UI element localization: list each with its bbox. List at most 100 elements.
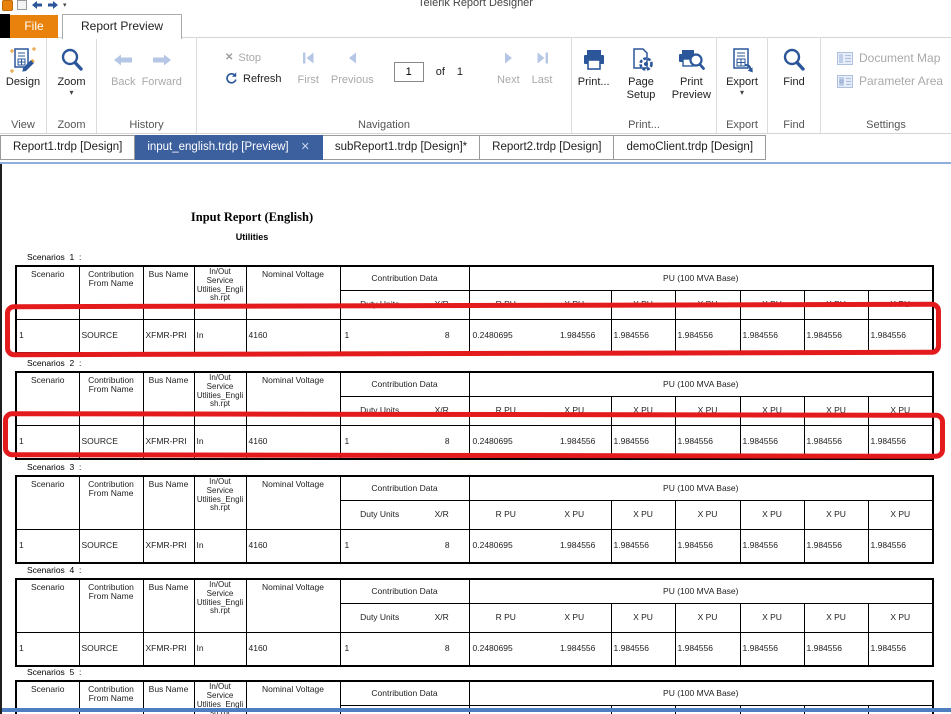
back-arrow-icon — [112, 44, 134, 76]
group-label-navigation: Navigation — [358, 119, 410, 131]
doc-tab-label: subReport1.trdp [Design]* — [334, 141, 468, 153]
report-subtitle: Utilities — [235, 232, 269, 242]
ribbon-group-find: Find Find — [768, 38, 821, 133]
col-header-pu-group: PU (100 MVA Base) — [468, 371, 934, 397]
cell-x-pu: 1.984556 — [610, 631, 676, 667]
col-header-contribution-data: Contribution Data — [339, 578, 470, 604]
col-header-bus-name: Bus Name — [142, 371, 195, 426]
cell-duty-xr: 1 8 — [339, 318, 470, 354]
printer-icon — [581, 44, 607, 76]
qat-dropdown-icon[interactable]: ▾ — [63, 2, 67, 9]
save-icon[interactable] — [17, 0, 27, 10]
cell-r-pu: 0.2480695 — [472, 436, 513, 447]
col-header-x-pu: X PU — [867, 602, 934, 633]
cell-x-pu: 1.984556 — [610, 424, 676, 460]
find-button[interactable]: Find — [769, 38, 819, 133]
cell-x-pu: 1.984556 — [803, 631, 869, 667]
parameter-area-toggle[interactable]: Parameter Area — [837, 71, 951, 91]
previous-button[interactable]: Previous — [331, 38, 374, 133]
cell-x-pu: 1.984556 — [867, 528, 934, 564]
doc-tab-label: Report2.trdp [Design] — [492, 141, 602, 153]
scenario-section: Scenarios 4 : Scenario Contribution From… — [2, 565, 951, 668]
cell-xr: 8 — [444, 540, 450, 551]
cell-x-pu: 1.984556 — [610, 318, 676, 354]
doc-tab-report1[interactable]: Report1.trdp [Design] — [0, 135, 136, 160]
col-header-x-pu: X PU — [739, 602, 805, 633]
cell-x-pu: 1.984556 — [674, 318, 741, 354]
col-header-contribution-from: Contribution From Name — [78, 475, 144, 530]
col-header-x-pu: X PU — [674, 499, 741, 530]
col-header-x-pu: X PU — [564, 298, 585, 309]
next-button-label: Next — [497, 74, 520, 86]
cell-duty-units: 1 — [344, 540, 350, 551]
col-header-in-out-service: In/Out Service Utlities_Engli sh.rpt — [193, 475, 247, 530]
col-header-rpu-xpu: R PU X PU — [468, 395, 612, 426]
page-number-input[interactable] — [393, 62, 424, 82]
cell-x-pu: 1.984556 — [739, 318, 805, 354]
close-tab-icon[interactable]: ✕ — [300, 141, 310, 153]
col-header-bus-name: Bus Name — [142, 578, 195, 633]
print-preview-button-label: Print Preview — [671, 76, 711, 101]
print-preview-button[interactable]: Print Preview — [667, 38, 716, 133]
col-header-contribution-data: Contribution Data — [339, 265, 470, 291]
col-header-pu-group: PU (100 MVA Base) — [468, 578, 934, 604]
print-button[interactable]: Print... — [572, 38, 615, 133]
file-tab[interactable]: File — [10, 15, 58, 38]
first-button[interactable]: First — [298, 38, 319, 133]
cell-xr: 8 — [444, 643, 450, 654]
find-icon — [781, 44, 807, 76]
col-header-x-pu: X PU — [564, 508, 585, 519]
ribbon-group-settings: Document Map Parameter Area Settings — [821, 38, 951, 133]
col-header-r-pu: R PU — [495, 611, 516, 622]
last-button[interactable]: Last — [531, 38, 553, 133]
col-header-contribution-data: Contribution Data — [339, 371, 470, 397]
col-header-nominal-voltage: Nominal Voltage — [245, 475, 341, 530]
col-header-x-pu: X PU — [867, 499, 934, 530]
group-label-history: History — [129, 119, 164, 131]
cell-x-pu: 1.984556 — [739, 631, 805, 667]
stop-icon: ✕ — [225, 52, 234, 63]
col-header-x-pu: X PU — [803, 602, 869, 633]
cell-x-pu: 1.984556 — [867, 424, 934, 460]
cell-rpu-xpu: 0.2480695 1.984556 — [468, 631, 612, 667]
cell-duty-units: 1 — [344, 330, 350, 341]
redo-icon[interactable] — [47, 0, 59, 10]
ribbon-group-zoom: Zoom ▾ Zoom — [47, 38, 97, 133]
print-preview-icon — [677, 44, 706, 76]
cell-r-pu: 0.2480695 — [472, 540, 513, 551]
doc-tab-democlient[interactable]: demoClient.trdp [Design] — [614, 135, 767, 160]
col-header-duty-xr: Duty Units X/R — [339, 289, 470, 320]
export-button[interactable]: Export ▾ — [717, 38, 767, 133]
red-annotation-rectangle-1 — [4, 301, 942, 358]
col-header-nominal-voltage: Nominal Voltage — [245, 578, 341, 633]
cell-x-pu: 1.984556 — [803, 424, 869, 460]
doc-tab-report2[interactable]: Report2.trdp [Design] — [480, 135, 615, 160]
stop-button[interactable]: ✕ Stop — [225, 48, 282, 67]
col-header-x-pu: X PU — [739, 395, 805, 426]
design-button[interactable]: Design — [0, 38, 46, 133]
back-button[interactable]: Back — [111, 38, 136, 133]
find-button-label: Find — [783, 76, 805, 88]
last-button-label: Last — [531, 74, 553, 86]
cell-duty-units: 1 — [344, 436, 350, 447]
refresh-icon — [226, 72, 237, 84]
cell-in-out: In — [193, 528, 247, 564]
col-header-duty-xr: Duty Units X/R — [339, 602, 470, 633]
tab-report-preview[interactable]: Report Preview — [62, 14, 183, 39]
refresh-button[interactable]: Refresh — [225, 69, 282, 88]
undo-icon[interactable] — [31, 0, 43, 10]
cell-duty-units: 1 — [344, 643, 350, 654]
col-header-x-pu: X PU — [674, 395, 741, 426]
doc-tab-subreport1[interactable]: subReport1.trdp [Design]* — [322, 135, 481, 160]
scenario-table: Scenario Contribution From Name Bus Name… — [15, 578, 935, 668]
page-setup-button[interactable]: Page Setup — [619, 38, 662, 133]
cell-nominal-voltage: 4160 — [245, 528, 341, 564]
ribbon-group-history: Back Forward History — [97, 38, 197, 133]
zoom-button[interactable]: Zoom ▾ — [47, 38, 96, 133]
col-header-bus-name: Bus Name — [142, 475, 195, 530]
doc-tab-input-english[interactable]: input_english.trdp [Preview] ✕ — [135, 135, 323, 160]
document-map-toggle[interactable]: Document Map — [837, 48, 951, 68]
next-button[interactable]: Next — [497, 38, 520, 133]
col-header-r-pu: R PU — [495, 404, 516, 415]
forward-button[interactable]: Forward — [142, 38, 182, 133]
